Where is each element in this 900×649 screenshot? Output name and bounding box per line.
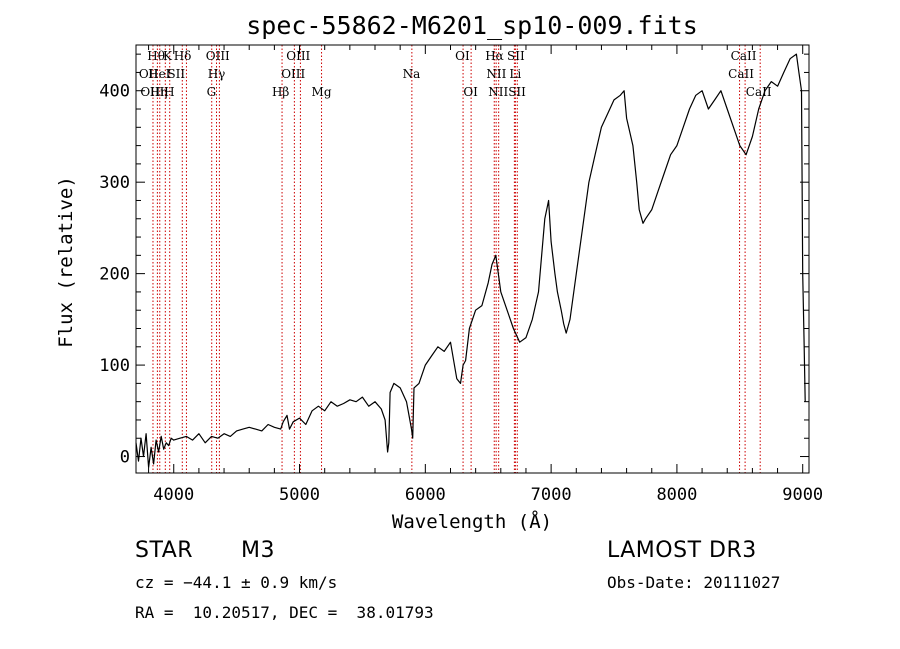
line-label: OIII — [281, 67, 305, 81]
line-label: CaII — [731, 49, 757, 63]
line-label: CaII — [728, 67, 754, 81]
x-tick-label: 4000 — [153, 485, 194, 505]
line-label: G — [207, 85, 217, 99]
spectrum-line — [135, 53, 806, 469]
x-tick-label: 5000 — [279, 485, 320, 505]
x-tick-label: 6000 — [405, 485, 446, 505]
line-label: Hγ — [208, 67, 226, 81]
line-label: OIII — [140, 85, 164, 99]
coordinates: RA = 10.20517, DEC = 38.01793 — [135, 603, 434, 622]
line-label: NII — [486, 67, 506, 81]
x-axis-label: Wavelength (Å) — [392, 510, 552, 533]
y-tick-label: 300 — [99, 173, 130, 193]
spectrum-series — [135, 53, 806, 469]
line-label: OIII — [286, 49, 310, 63]
line-label: Mg — [312, 85, 332, 99]
line-label: Li — [509, 67, 521, 81]
x-tick-label: 7000 — [531, 485, 572, 505]
line-label: Hα — [485, 49, 504, 63]
line-label: OII — [139, 67, 159, 81]
line-label: K — [163, 49, 173, 63]
object-class: STAR — [135, 538, 194, 563]
line-label: H — [164, 85, 174, 99]
survey-name: LAMOST DR3 — [607, 538, 757, 563]
obs-date: Obs-Date: 20111027 — [607, 573, 781, 592]
subclass: M3 — [241, 538, 275, 563]
line-label: SII — [507, 49, 525, 63]
line-label: Hθ — [147, 49, 165, 63]
line-label: CaII — [746, 85, 772, 99]
line-label: Hδ — [174, 49, 192, 63]
y-tick-label: 0 — [120, 448, 130, 468]
line-label: OI — [463, 85, 478, 99]
y-tick-label: 400 — [99, 82, 130, 102]
chart-title: spec-55862-M6201_sp10-009.fits — [246, 11, 698, 40]
y-axis-label: Flux (relative) — [55, 176, 77, 348]
y-tick-label: 100 — [99, 356, 130, 376]
line-label: NIISII — [488, 85, 526, 99]
line-label: Hη — [150, 85, 168, 99]
axes: 4000 5000 6000 7000 8000 9000 0 100 200 300 400 — [99, 45, 823, 505]
line-label: Hβ — [272, 85, 289, 99]
line-label: Na — [403, 67, 421, 81]
x-tick-label: 8000 — [656, 485, 697, 505]
line-label: HeI — [148, 67, 171, 81]
line-label: SII — [167, 67, 185, 81]
plot-frame — [135, 44, 810, 474]
y-tick-label: 200 — [99, 265, 130, 285]
x-tick-label: 9000 — [782, 485, 823, 505]
redshift-velocity: cz = −44.1 ± 0.9 km/s — [135, 573, 338, 592]
line-label: OIII — [206, 49, 230, 63]
line-label: OI — [455, 49, 470, 63]
